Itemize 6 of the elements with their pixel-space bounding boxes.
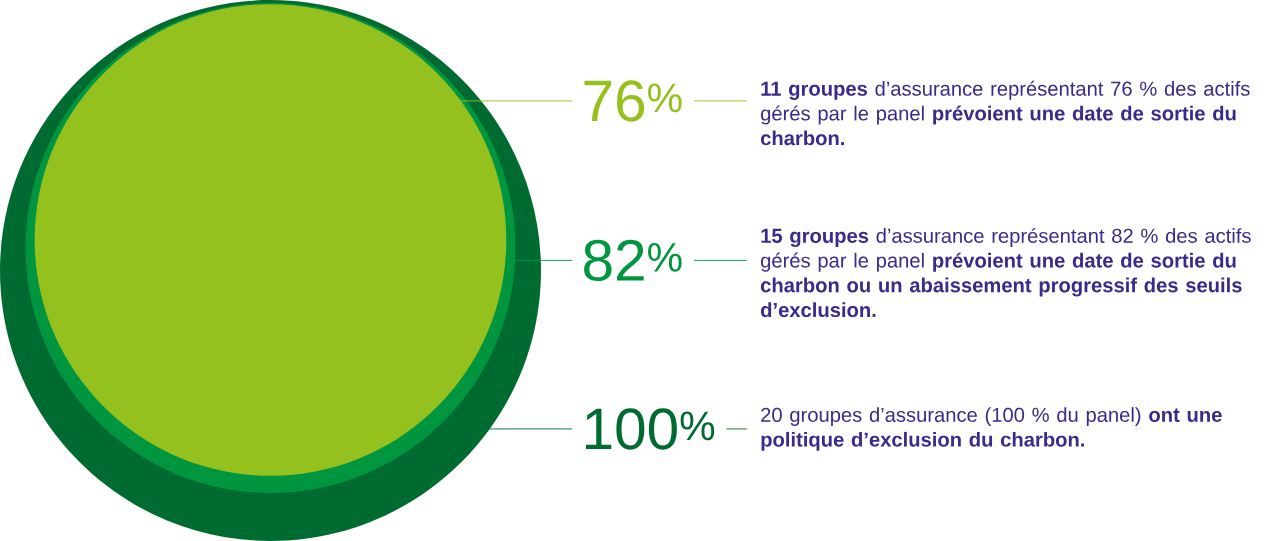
- category-label: 15 groupes d’assurance représentant 82 % des actifs gérés par le panel prévoient une date de sortie du charbon ou un abaissement progressif des seuils d’exclusion.: [760, 227, 1251, 318]
- data-label: 82$^{%}$: [584, 239, 682, 282]
- category-label: 20 groupes d’assurance (100 % du panel) ont une politique d’exclusion du charbon.: [761, 407, 1222, 451]
- data-label: 100$^{%}$: [586, 408, 715, 450]
- data-label: 76$^{%}$: [584, 80, 682, 122]
- category-label: 11 groupes d’assurance représentant 76 % des actifs gérés par le panel prévoient une date de sortie du charbon.: [760, 80, 1250, 146]
